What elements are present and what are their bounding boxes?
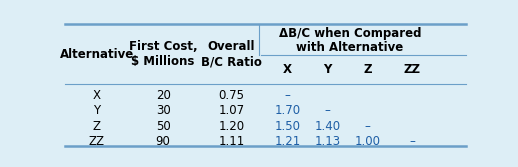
Text: 30: 30 <box>156 104 170 117</box>
Text: ZZ: ZZ <box>404 63 421 76</box>
Text: ΔB/C when Compared: ΔB/C when Compared <box>279 27 421 40</box>
Text: X: X <box>283 63 292 76</box>
Text: 20: 20 <box>156 89 170 102</box>
Text: –: – <box>409 135 415 148</box>
Text: 1.70: 1.70 <box>275 104 300 117</box>
Text: with Alternative: with Alternative <box>296 41 404 54</box>
Text: 1.07: 1.07 <box>218 104 244 117</box>
Text: Alternative: Alternative <box>60 48 134 61</box>
Text: 50: 50 <box>156 120 170 133</box>
Text: 1.40: 1.40 <box>314 120 341 133</box>
Text: 0.75: 0.75 <box>219 89 244 102</box>
Text: 1.13: 1.13 <box>314 135 341 148</box>
Text: 90: 90 <box>156 135 170 148</box>
Text: 1.11: 1.11 <box>218 135 244 148</box>
Text: –: – <box>325 104 330 117</box>
Text: –: – <box>365 120 371 133</box>
Text: Y: Y <box>324 63 332 76</box>
Text: 1.21: 1.21 <box>275 135 300 148</box>
Text: First Cost,
$ Millions: First Cost, $ Millions <box>129 40 197 68</box>
Text: Overall
B/C Ratio: Overall B/C Ratio <box>201 40 262 68</box>
Text: 1.00: 1.00 <box>355 135 381 148</box>
Text: X: X <box>93 89 101 102</box>
Text: Z: Z <box>364 63 372 76</box>
Text: Y: Y <box>93 104 100 117</box>
Text: –: – <box>284 89 291 102</box>
Text: 1.20: 1.20 <box>218 120 244 133</box>
Text: Z: Z <box>93 120 101 133</box>
Text: 1.50: 1.50 <box>275 120 300 133</box>
Text: ZZ: ZZ <box>89 135 105 148</box>
